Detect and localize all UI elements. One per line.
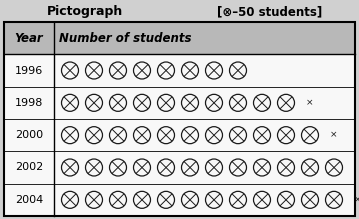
Bar — [4, 22, 355, 54]
Text: Number of students: Number of students — [59, 32, 191, 45]
Text: 2004: 2004 — [15, 195, 43, 205]
Bar — [4, 22, 355, 216]
Text: Year: Year — [15, 32, 43, 45]
Bar — [4, 87, 355, 119]
Text: 2000: 2000 — [15, 130, 43, 140]
Bar — [4, 54, 355, 87]
Text: 2002: 2002 — [15, 162, 43, 173]
Text: ×: × — [330, 131, 338, 140]
Text: 1996: 1996 — [15, 65, 43, 76]
Text: 1998: 1998 — [15, 98, 43, 108]
Bar — [4, 184, 355, 216]
Text: ×: × — [354, 195, 359, 204]
Bar — [4, 119, 355, 151]
Text: Pictograph: Pictograph — [47, 5, 123, 18]
Bar — [4, 151, 355, 184]
Text: [⊗–50 students]: [⊗–50 students] — [218, 5, 323, 18]
Text: ×: × — [306, 98, 314, 107]
